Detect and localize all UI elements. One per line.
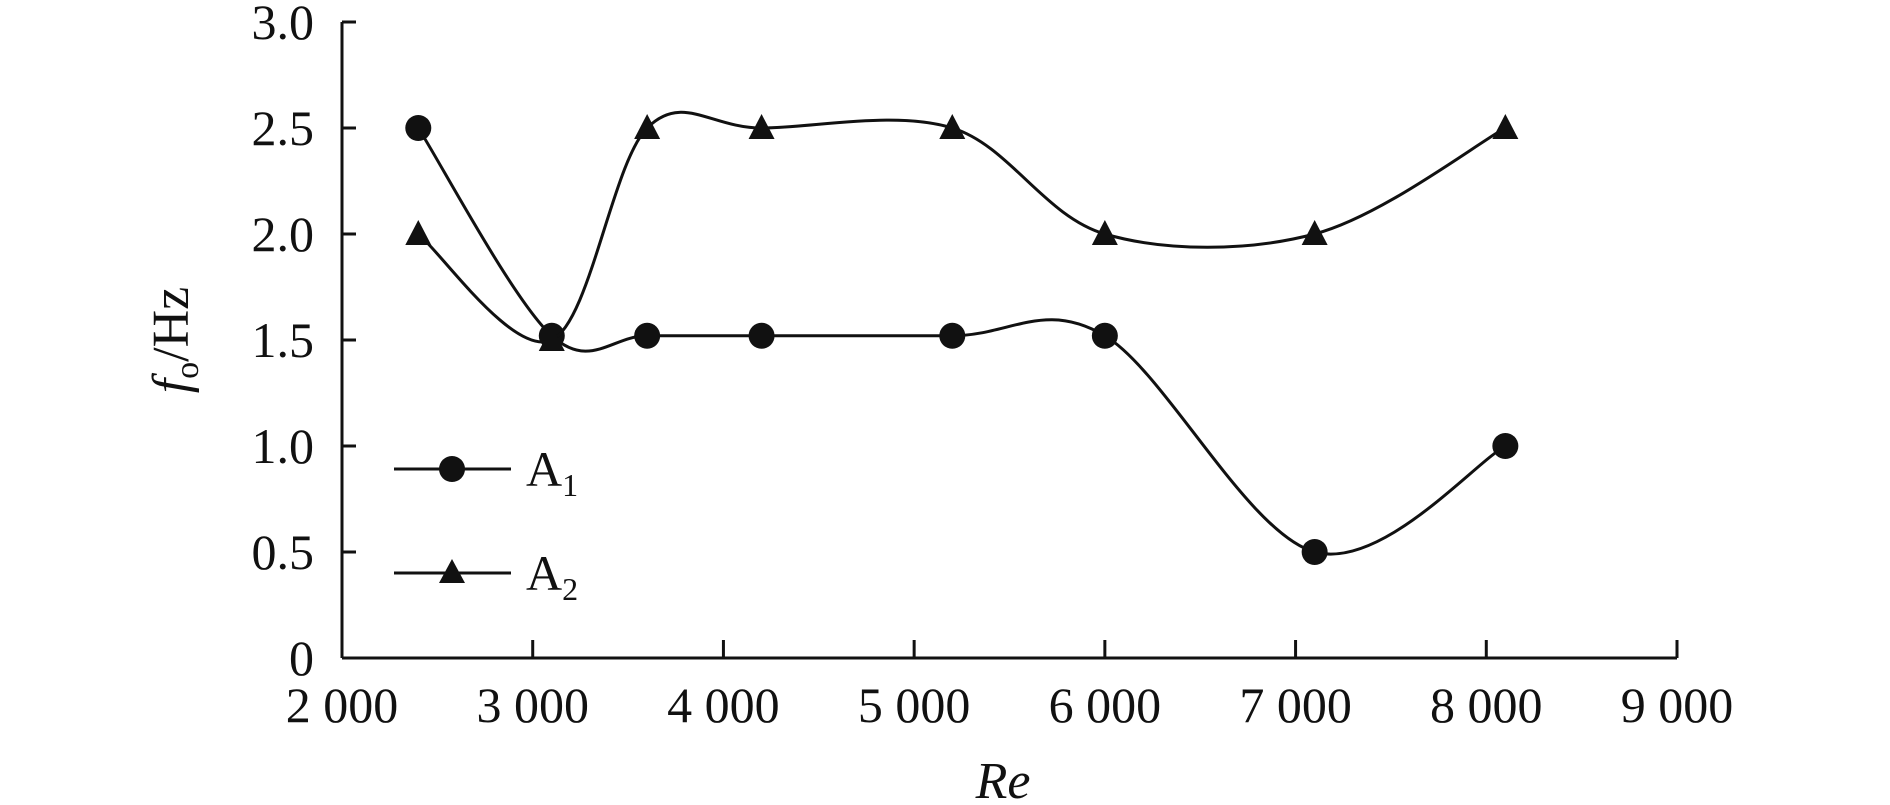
data-point-a1 xyxy=(1091,322,1118,349)
data-point-a2 xyxy=(748,114,775,139)
x-axis-title: Re xyxy=(975,753,1031,805)
data-point-a1 xyxy=(634,322,661,349)
x-tick-label: 3 000 xyxy=(476,677,589,733)
legend-marker-triangle-icon xyxy=(439,559,465,583)
x-tick-label: 6 000 xyxy=(1049,677,1162,733)
x-tick-label: 5 000 xyxy=(858,677,971,733)
data-point-a1 xyxy=(939,322,966,349)
series-line-a2 xyxy=(417,110,1507,344)
data-point-a2 xyxy=(538,326,565,351)
y-tick-label: 2.5 xyxy=(252,100,315,156)
legend-item-a2: A2 xyxy=(394,545,578,607)
x-tick-label: 2 000 xyxy=(286,677,399,733)
data-point-a1 xyxy=(1492,433,1519,459)
legend-label-a1: A1 xyxy=(526,441,578,503)
x-ticks: 2 000 3 000 4 000 5 000 6 000 7 000 8 000 9 000 xyxy=(286,640,1734,733)
legend-marker-circle-icon xyxy=(439,456,465,482)
y-tick-label: 1.5 xyxy=(252,312,315,368)
data-point-a2 xyxy=(1492,114,1519,139)
y-tick-label: 0.5 xyxy=(252,524,315,580)
y-tick-label: 1.0 xyxy=(252,418,315,474)
y-axis-title: fo/Hz xyxy=(143,287,206,394)
data-point-a1 xyxy=(1301,539,1328,565)
y-tick-label: 2.0 xyxy=(252,206,315,262)
data-point-a2 xyxy=(634,114,661,139)
x-tick-label: 8 000 xyxy=(1430,677,1543,733)
y-axis-title-sub: o xyxy=(169,362,206,379)
legend-label-a2: A2 xyxy=(526,545,578,607)
legend: A1 A2 xyxy=(394,441,578,607)
legend-item-a1: A1 xyxy=(394,441,578,503)
data-point-a1 xyxy=(748,322,775,349)
x-tick-label: 4 000 xyxy=(667,677,780,733)
data-point-a2 xyxy=(405,220,432,245)
series-layer xyxy=(405,110,1519,565)
x-tick-label: 9 000 xyxy=(1621,677,1734,733)
data-point-a2 xyxy=(939,114,966,139)
x-tick-label: 7 000 xyxy=(1239,677,1352,733)
data-point-a2 xyxy=(1301,220,1328,245)
y-tick-label: 3.0 xyxy=(252,0,315,50)
data-point-a2 xyxy=(1091,220,1118,245)
y-ticks: 0 0.5 1.0 1.5 2.0 2.5 3.0 xyxy=(252,0,356,686)
data-point-a1 xyxy=(405,115,432,141)
y-tick-label: 0 xyxy=(289,630,314,686)
y-axis-title-unit: /Hz xyxy=(143,287,200,362)
